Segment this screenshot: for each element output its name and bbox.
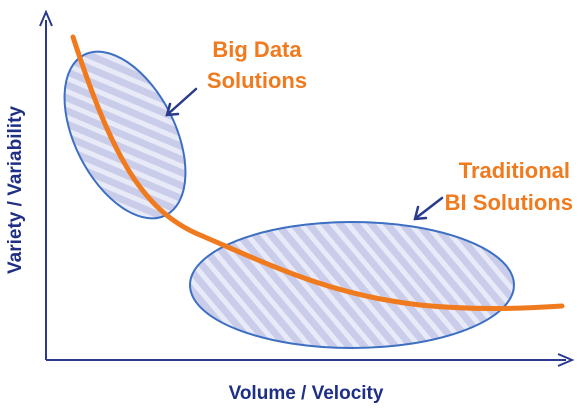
big-data-label-line1: Big Data <box>212 37 302 62</box>
traditional-bi-region <box>189 221 515 349</box>
x-axis-label: Volume / Velocity <box>229 383 384 404</box>
tradeoff-curve <box>70 34 565 312</box>
traditional-bi-label-line1: Traditional <box>459 158 570 183</box>
big-data-region <box>63 50 187 220</box>
traditional-bi-pointer-arrow <box>413 196 444 221</box>
y-axis-label: Variety / Variability <box>5 106 26 274</box>
y-axis-arrowhead <box>39 9 53 27</box>
big-data-label-line2: Solutions <box>207 68 307 93</box>
traditional-bi-label-line2: BI Solutions <box>445 190 573 215</box>
x-axis-arrowhead <box>557 353 575 367</box>
axes <box>39 9 575 367</box>
big-data-pointer-arrow <box>165 87 198 117</box>
